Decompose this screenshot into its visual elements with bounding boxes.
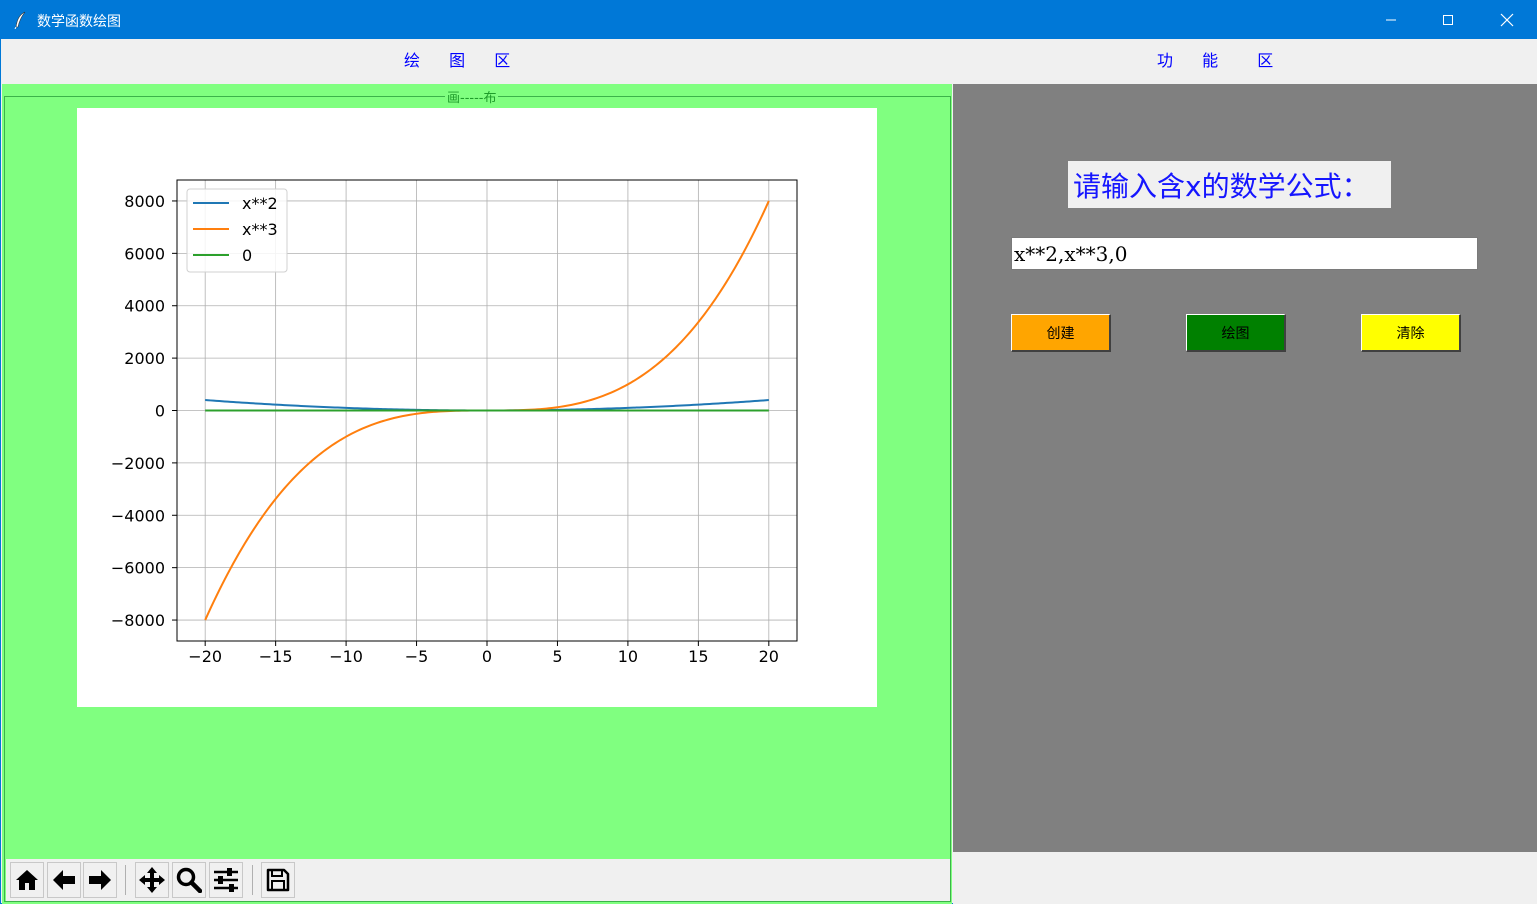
x-tick-label: −5: [405, 647, 429, 666]
window-title: 数学函数绘图: [37, 14, 121, 30]
header-char: 区: [494, 51, 511, 70]
plot-frame-title: 画-----布: [445, 87, 499, 106]
title-bar[interactable]: 数学函数绘图: [1, 1, 1537, 39]
back-icon: [53, 870, 75, 890]
configure-subplots-button[interactable]: [209, 862, 243, 898]
feather-icon: [14, 11, 26, 29]
x-tick-label: −15: [259, 647, 293, 666]
clear-button-label: 清除: [1396, 325, 1425, 342]
legend-label: 0: [242, 246, 252, 265]
maximize-button[interactable]: [1419, 1, 1477, 39]
legend-label: x**3: [242, 220, 278, 239]
header-char: 功: [1157, 51, 1174, 70]
chart-svg: −20 −15 −10 −5 0 5 10 15 20 8000 6000 4000 2000 0 −200…: [111, 179, 798, 666]
create-button[interactable]: 创建: [1011, 314, 1111, 352]
forward-button[interactable]: [83, 862, 117, 898]
minimize-button[interactable]: [1362, 1, 1420, 39]
y-tick-label: 6000: [124, 244, 165, 263]
header-char: 能: [1202, 51, 1219, 70]
y-tick-label: 0: [155, 402, 165, 421]
home-icon: [16, 870, 38, 890]
navigation-toolbar: [6, 859, 950, 901]
plot-frame: 画-----布 −20 −15 −10 −5 0 5 10 15 20 8000 6000 4000 2…: [2, 84, 952, 904]
legend-label: x**2: [242, 194, 278, 213]
close-button[interactable]: [1478, 1, 1536, 39]
y-tick-label: −6000: [111, 559, 165, 578]
formula-prompt-label: 请输入含x的数学公式：: [1068, 161, 1391, 208]
configure-subplots-icon: [214, 868, 238, 892]
plot-button-label: 绘图: [1221, 325, 1250, 342]
section-header-bar: 绘 图 区 功 能 区: [2, 39, 1537, 84]
create-button-label: 创建: [1046, 325, 1075, 342]
function-panel-footer: [953, 852, 1537, 904]
x-tick-label: 10: [618, 647, 638, 666]
back-button[interactable]: [47, 862, 81, 898]
header-char: 图: [449, 51, 466, 70]
y-tick-label: −4000: [111, 506, 165, 525]
x-tick-label: 5: [552, 647, 562, 666]
pan-icon: [139, 867, 165, 893]
pan-button[interactable]: [135, 862, 169, 898]
y-tick-label: 2000: [124, 349, 165, 368]
plot-area-header: 绘 图 区: [404, 47, 510, 71]
x-tick-label: 20: [759, 647, 779, 666]
zoom-icon: [176, 867, 202, 893]
x-tick-label: 15: [688, 647, 708, 666]
toolbar-separator: [252, 865, 253, 895]
x-tick-label: −10: [329, 647, 363, 666]
save-button[interactable]: [261, 862, 295, 898]
formula-input[interactable]: [1011, 237, 1478, 270]
y-tick-label: 4000: [124, 297, 165, 316]
toolbar-separator: [125, 865, 126, 895]
clear-button[interactable]: 清除: [1361, 314, 1461, 352]
forward-icon: [89, 870, 111, 890]
zoom-button[interactable]: [172, 862, 206, 898]
y-tick-label: −8000: [111, 611, 165, 630]
y-tick-label: −2000: [111, 454, 165, 473]
y-tick-label: 8000: [124, 192, 165, 211]
plot-button[interactable]: 绘图: [1186, 314, 1286, 352]
function-area-header: 功 能 区: [1157, 47, 1273, 71]
header-char: 区: [1257, 51, 1274, 70]
plot-canvas[interactable]: −20 −15 −10 −5 0 5 10 15 20 8000 6000 4000 2000 0 −200…: [77, 108, 877, 707]
close-icon: [1500, 13, 1514, 27]
legend-box: [186, 188, 288, 273]
x-tick-label: 0: [482, 647, 492, 666]
maximize-icon: [1443, 15, 1453, 25]
header-char: 绘: [404, 51, 421, 70]
function-panel: 请输入含x的数学公式： 创建 绘图 清除: [953, 84, 1537, 852]
save-icon: [266, 868, 290, 892]
home-button[interactable]: [10, 862, 44, 898]
x-tick-label: −20: [188, 647, 222, 666]
minimize-icon: [1386, 19, 1396, 21]
